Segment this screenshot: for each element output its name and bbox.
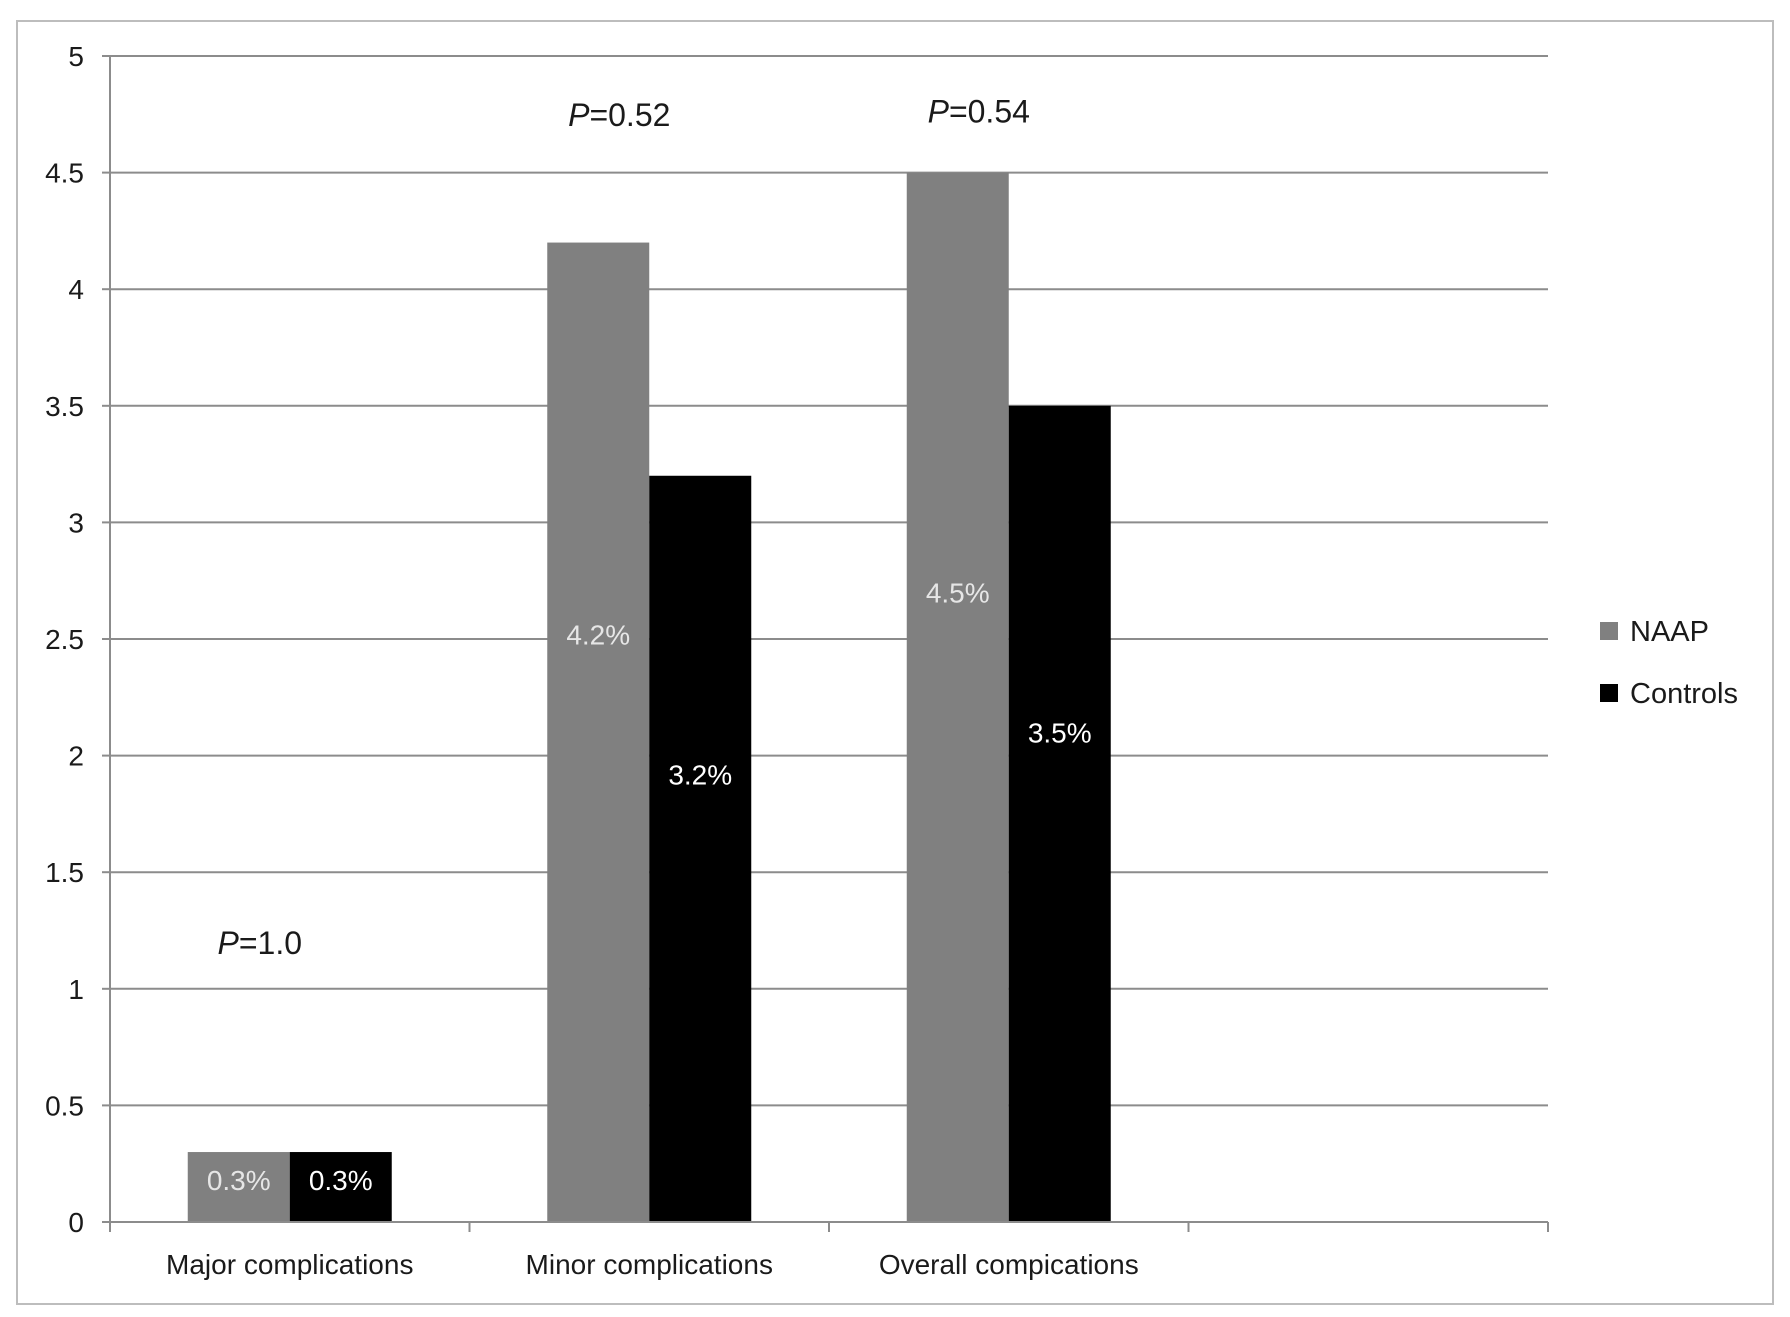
p-value-annotation: P=0.54 [928,94,1030,130]
y-tick-label: 2.5 [45,624,84,655]
bar [187,1152,290,1222]
data-label: 3.2% [668,759,732,790]
chart-frame [16,20,1774,1305]
gridlines [110,55,1548,1107]
y-tick-label: 0.5 [45,1090,84,1121]
x-category-label: Overall compications [879,1249,1139,1280]
data-label: 4.2% [566,619,630,650]
legend-swatch [1600,622,1618,640]
labels: 0.3% 0.3% 4.2% 3.2% 4.5% 3.5% P=1.0 P=0.52 P=0.5… [207,94,1092,1196]
y-tick-label: 1.5 [45,857,84,888]
y-tick-label: 1 [68,974,84,1005]
bar [649,475,752,1222]
legend-label: Controls [1630,678,1738,710]
bars [187,172,1111,1223]
legend-swatch [1600,684,1618,702]
y-tick-label: 0 [68,1207,84,1238]
bar [906,172,1009,1223]
y-tick-label: 5 [68,41,84,72]
data-label: 0.3% [207,1165,271,1196]
bar [1008,405,1111,1222]
legend: NAAP Controls [1600,616,1738,710]
y-tick-label: 4.5 [45,158,84,189]
p-value-annotation: P=0.52 [568,97,670,133]
bar [547,242,650,1222]
y-tick-label: 3.5 [45,391,84,422]
legend-label: NAAP [1630,616,1709,648]
p-value-annotation: P=1.0 [217,925,302,961]
bar [289,1152,392,1222]
y-tick-label: 3 [68,507,84,538]
axes: 0 0.5 1 1.5 2 2.5 3 3.5 4 4.5 5 Major complications… [45,41,1549,1280]
x-category-label: Major complications [166,1249,413,1280]
data-label: 4.5% [926,577,990,608]
data-label: 3.5% [1028,717,1092,748]
x-category-label: Minor complications [526,1249,773,1280]
y-tick-label: 4 [68,274,84,305]
data-label: 0.3% [309,1165,373,1196]
y-tick-label: 2 [68,741,84,772]
